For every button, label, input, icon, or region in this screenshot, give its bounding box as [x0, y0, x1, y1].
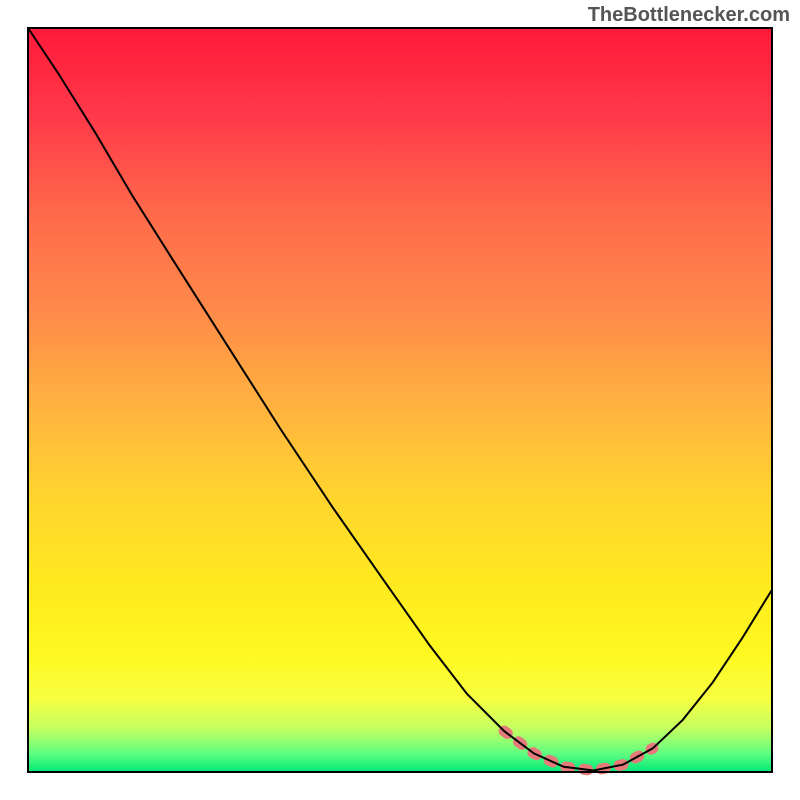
bottleneck-chart — [0, 0, 800, 800]
watermark-text: TheBottlenecker.com — [588, 4, 790, 27]
chart-background — [28, 28, 772, 772]
chart-container: TheBottlenecker.com — [0, 0, 800, 800]
